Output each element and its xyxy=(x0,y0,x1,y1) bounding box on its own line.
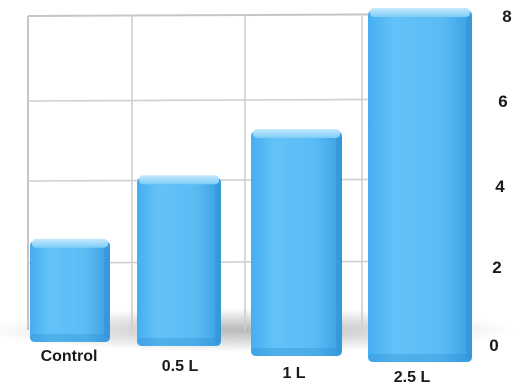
bar-1-l xyxy=(251,129,342,356)
bar-bottom-shade xyxy=(137,338,221,346)
bar-top-cap xyxy=(139,175,219,185)
y-tick-label: 4 xyxy=(495,177,505,196)
y-tick-label: 6 xyxy=(498,92,507,111)
bar-body xyxy=(30,240,110,342)
bars xyxy=(30,8,472,362)
bar-edge-shade xyxy=(336,137,342,352)
bar-bottom-shade xyxy=(30,334,110,342)
x-category-label: Control xyxy=(41,348,98,365)
y-tick-label: 8 xyxy=(502,7,511,26)
bar-top-cap xyxy=(253,129,340,138)
bar-top-cap xyxy=(370,8,470,17)
x-category-label: 1 L xyxy=(282,365,305,382)
y-axis-tick-labels: 0 2 4 6 8 xyxy=(489,7,511,355)
bar-edge-shade xyxy=(466,16,472,358)
bar-bottom-shade xyxy=(251,348,342,356)
bar-0-5-l xyxy=(137,175,221,346)
x-axis-category-labels: Control 0.5 L 1 L 2.5 L xyxy=(41,348,431,386)
bar-2-5-l xyxy=(368,8,472,362)
bar-bottom-shade xyxy=(368,354,472,362)
bar-control xyxy=(30,238,110,342)
x-category-label: 2.5 L xyxy=(394,369,431,386)
y-tick-label: 2 xyxy=(492,258,501,277)
y-tick-label: 0 xyxy=(489,336,498,355)
bar-edge-shade xyxy=(215,183,221,342)
x-category-label: 0.5 L xyxy=(162,358,199,375)
bar-edge-shade xyxy=(104,246,110,338)
bar-body xyxy=(137,177,221,346)
bar-body xyxy=(368,10,472,362)
bar-top-cap xyxy=(32,238,108,248)
bar-body xyxy=(251,131,342,356)
